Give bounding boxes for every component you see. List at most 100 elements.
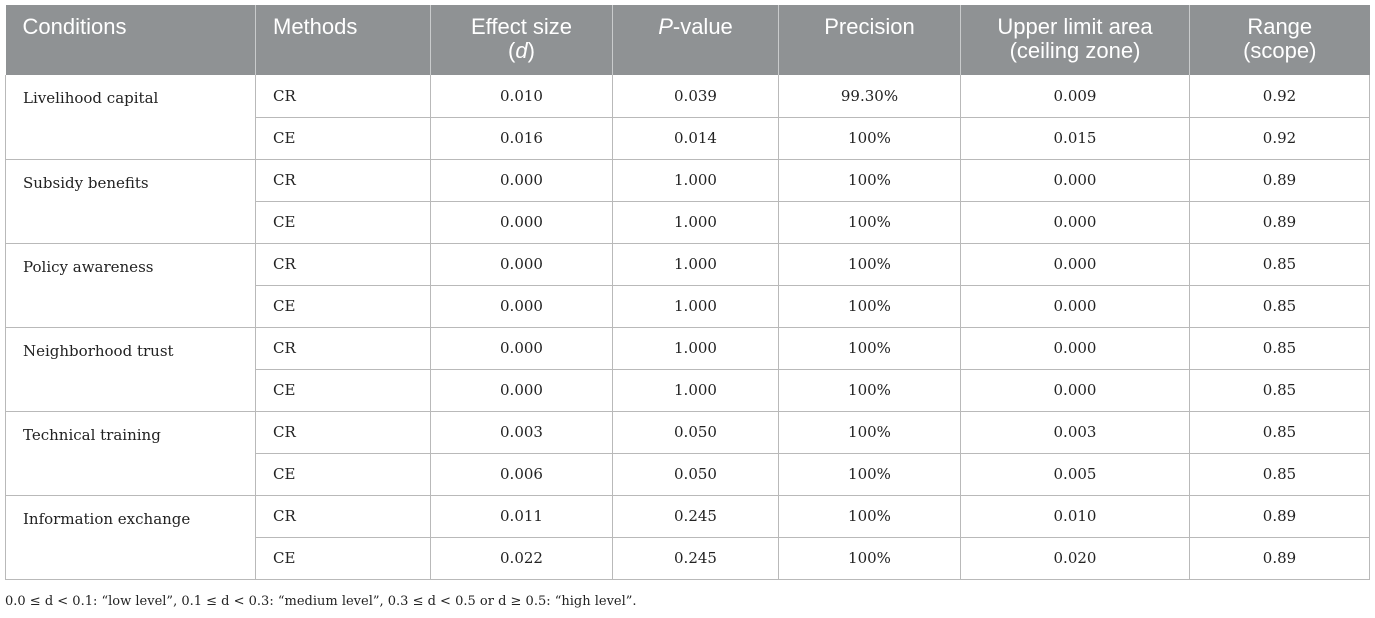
header-methods-label: Methods: [273, 14, 358, 39]
header-effect-size-close-paren: ): [527, 38, 535, 63]
p-value-cell: 1.000: [612, 368, 779, 412]
upper-limit-cell: 0.000: [960, 284, 1190, 328]
effect-size-cell: 0.000: [430, 200, 613, 244]
header-conditions-label: Conditions: [22, 14, 127, 39]
precision-cell: 99.30%: [778, 75, 961, 118]
header-p-value-label: -value: [672, 14, 733, 39]
method-cell: CR: [255, 75, 431, 118]
table-row: CE 0.000 1.000 100% 0.000 0.85: [6, 368, 1370, 412]
p-value-cell: 1.000: [612, 200, 779, 244]
range-cell: 0.85: [1189, 326, 1370, 370]
table-row: Livelihood capital CR 0.010 0.039 99.30%…: [5, 75, 1370, 160]
method-cell: CR: [255, 410, 431, 454]
range-cell: 0.89: [1189, 536, 1370, 580]
effect-size-cell: 0.016: [430, 116, 613, 160]
upper-limit-cell: 0.000: [960, 200, 1190, 244]
condition-cell: Subsidy benefits: [5, 158, 256, 244]
method-cell: CE: [255, 368, 431, 412]
upper-limit-cell: 0.000: [960, 326, 1190, 370]
upper-limit-cell: 0.000: [960, 242, 1190, 286]
header-effect-size: Effect size (d): [430, 5, 613, 75]
p-value-cell: 0.050: [612, 452, 779, 496]
table-row: Information exchange CR 0.011 0.245 100%…: [5, 494, 1370, 580]
effect-size-cell: 0.003: [430, 410, 613, 454]
p-value-cell: 0.245: [612, 494, 779, 538]
method-cell: CE: [255, 200, 431, 244]
p-value-cell: 0.050: [612, 410, 779, 454]
precision-cell: 100%: [778, 494, 961, 538]
precision-cell: 100%: [778, 284, 961, 328]
upper-limit-cell: 0.000: [960, 368, 1190, 412]
header-precision: Precision: [778, 5, 961, 75]
range-cell: 0.85: [1189, 242, 1370, 286]
table-row: Subsidy benefits CR 0.000 1.000 100% 0.0…: [5, 158, 1370, 244]
range-cell: 0.85: [1189, 368, 1370, 412]
precision-cell: 100%: [778, 410, 961, 454]
effect-size-cell: 0.022: [430, 536, 613, 580]
upper-limit-cell: 0.015: [960, 116, 1190, 160]
table-row: CE 0.006 0.050 100% 0.005 0.85: [6, 452, 1370, 496]
p-value-cell: 1.000: [612, 284, 779, 328]
table-body: Livelihood capital CR 0.010 0.039 99.30%…: [5, 75, 1370, 580]
precision-cell: 100%: [778, 200, 961, 244]
results-table-container: Conditions Methods Effect size (d) P-val…: [5, 5, 1370, 580]
header-precision-label: Precision: [824, 14, 915, 39]
effect-size-cell: 0.000: [430, 326, 613, 370]
effect-size-cell: 0.000: [430, 158, 613, 202]
range-cell: 0.85: [1189, 452, 1370, 496]
method-cell: CE: [255, 536, 431, 580]
effect-size-cell: 0.011: [430, 494, 613, 538]
header-row: Conditions Methods Effect size (d) P-val…: [5, 5, 1370, 75]
p-value-cell: 0.014: [612, 116, 779, 160]
header-upper-limit-line2: (ceiling zone): [1009, 38, 1141, 63]
method-cell: CR: [255, 326, 431, 370]
method-cell: CR: [255, 494, 431, 538]
p-value-cell: 0.039: [612, 75, 779, 118]
effect-size-cell: 0.006: [430, 452, 613, 496]
upper-limit-cell: 0.010: [960, 494, 1190, 538]
range-cell: 0.89: [1189, 494, 1370, 538]
header-effect-size-symbol: d: [515, 38, 528, 63]
upper-limit-cell: 0.005: [960, 452, 1190, 496]
header-range-line2: (scope): [1243, 38, 1317, 63]
range-cell: 0.85: [1189, 410, 1370, 454]
header-methods: Methods: [255, 5, 431, 75]
effect-size-cell: 0.000: [430, 368, 613, 412]
header-p-value: P-value: [612, 5, 779, 75]
method-cell: CE: [255, 284, 431, 328]
header-range-line1: Range: [1247, 14, 1313, 39]
condition-cell: Neighborhood trust: [5, 326, 256, 412]
p-value-cell: 1.000: [612, 158, 779, 202]
p-value-cell: 0.245: [612, 536, 779, 580]
table-row: Policy awareness CR 0.000 1.000 100% 0.0…: [5, 242, 1370, 328]
table-row: CE 0.022 0.245 100% 0.020 0.89: [6, 536, 1370, 580]
condition-cell: Information exchange: [5, 494, 256, 580]
precision-cell: 100%: [778, 242, 961, 286]
condition-cell: Policy awareness: [5, 242, 256, 328]
precision-cell: 100%: [778, 536, 961, 580]
precision-cell: 100%: [778, 368, 961, 412]
effect-size-cell: 0.000: [430, 284, 613, 328]
header-conditions: Conditions: [5, 5, 256, 75]
table-row: Technical training CR 0.003 0.050 100% 0…: [5, 410, 1370, 496]
results-table: Conditions Methods Effect size (d) P-val…: [5, 5, 1370, 580]
header-effect-size-open-paren: (: [508, 38, 516, 63]
upper-limit-cell: 0.003: [960, 410, 1190, 454]
p-value-cell: 1.000: [612, 326, 779, 370]
table-row: CE 0.016 0.014 100% 0.015 0.92: [6, 116, 1370, 160]
method-cell: CR: [255, 242, 431, 286]
upper-limit-cell: 0.020: [960, 536, 1190, 580]
effect-size-cell: 0.010: [430, 75, 613, 118]
method-cell: CE: [255, 116, 431, 160]
table-header: Conditions Methods Effect size (d) P-val…: [5, 5, 1370, 75]
range-cell: 0.92: [1189, 116, 1370, 160]
range-cell: 0.89: [1189, 158, 1370, 202]
upper-limit-cell: 0.000: [960, 158, 1190, 202]
header-upper-limit-line1: Upper limit area: [997, 14, 1153, 39]
range-cell: 0.89: [1189, 200, 1370, 244]
effect-size-cell: 0.000: [430, 242, 613, 286]
upper-limit-cell: 0.009: [960, 75, 1190, 118]
method-cell: CE: [255, 452, 431, 496]
header-range: Range (scope): [1189, 5, 1370, 75]
header-p-value-symbol: P: [658, 14, 673, 39]
